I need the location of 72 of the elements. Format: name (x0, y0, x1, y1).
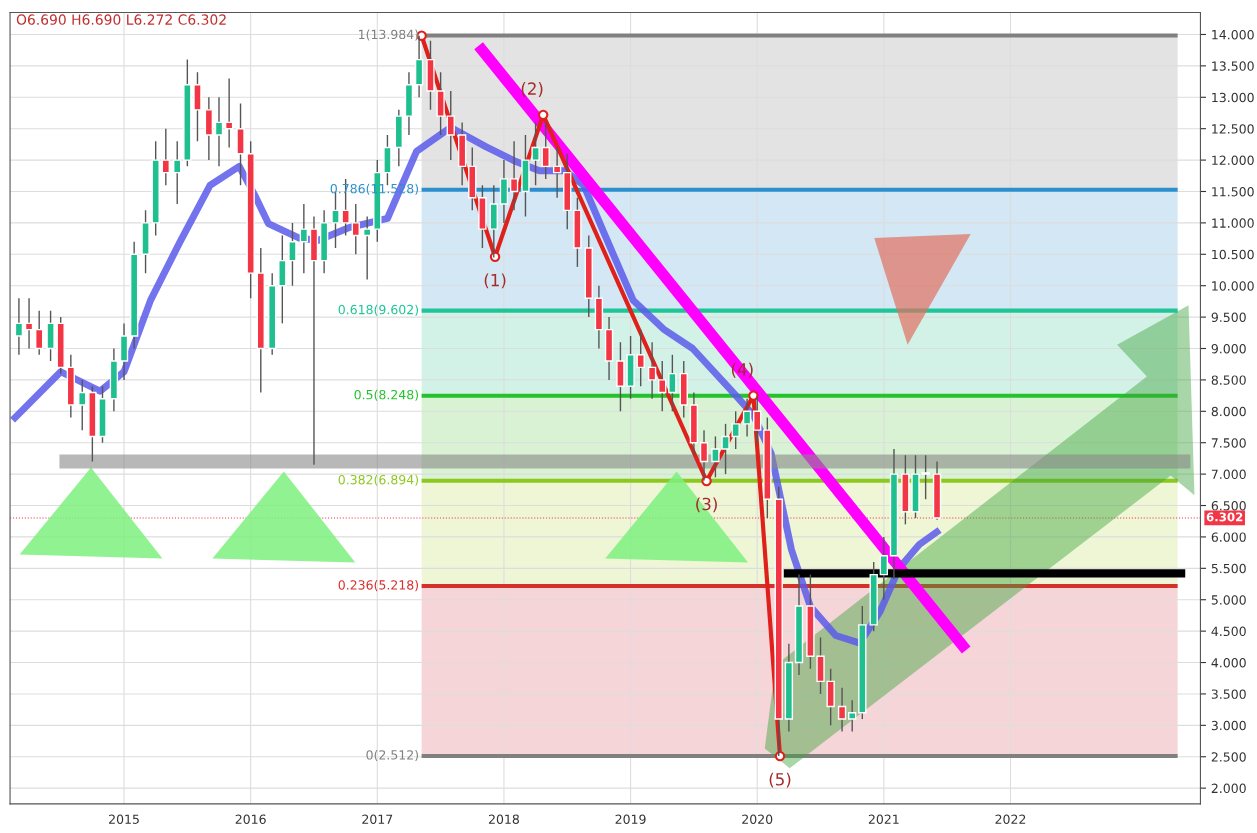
y-tick-label: 14.000 (1212, 29, 1254, 40)
candlestick (24, 297, 34, 350)
y-tick-label: 10.000 (1212, 281, 1254, 291)
candlestick (362, 215, 372, 281)
y-tick-label: 11.000 (1212, 218, 1254, 228)
y-tick-label: 3.500 (1211, 689, 1246, 699)
y-tick-label: 12.500 (1212, 124, 1254, 134)
candlestick (14, 297, 24, 356)
annotation: (5) (769, 772, 791, 788)
candlestick (161, 127, 170, 186)
candlestick (35, 310, 44, 356)
candlestick (699, 429, 709, 482)
ref-line-label: 0(2.512) (366, 749, 419, 762)
candlestick (731, 410, 740, 450)
y-tick-label: 10.500 (1212, 249, 1254, 260)
x-tick-label: 2017 (362, 814, 393, 824)
ref-line-label: 6.302 (1206, 512, 1243, 522)
ref-line-label: 0.236(5.218) (338, 580, 419, 592)
candlestick (78, 379, 87, 431)
candlestick (636, 328, 645, 387)
candlestick (224, 77, 234, 149)
point (701, 475, 712, 487)
y-tick-label: 6.000 (1211, 532, 1246, 542)
candlestick (879, 536, 889, 601)
candlestick (541, 121, 550, 180)
y-tick-label: 13.000 (1212, 92, 1254, 103)
ref-line-label: 0.5(8.248) (354, 389, 419, 401)
annotation: O6.690 H6.690 L6.272 C6.302 (16, 14, 226, 25)
y-tick-label: 13.500 (1212, 61, 1254, 71)
candlestick (658, 360, 667, 413)
y-tick-label: 2.000 (1211, 783, 1246, 794)
x-tick-label: 2019 (615, 814, 646, 824)
candlestick (509, 140, 519, 212)
x-tick-label: 2018 (488, 814, 519, 824)
candlestick (668, 354, 677, 413)
y-tick-label: 7.500 (1211, 438, 1246, 448)
candlestick (446, 90, 455, 161)
candlestick (299, 203, 309, 274)
y-tick-label: 4.000 (1211, 658, 1246, 668)
candlestick (837, 686, 847, 733)
y-tick-label: 12.000 (1212, 155, 1254, 166)
point (748, 390, 759, 401)
y-tick-label: 11.500 (1212, 186, 1254, 197)
point (774, 750, 786, 762)
candlestick (173, 140, 182, 205)
x-tick-label: 2015 (109, 814, 139, 824)
candlestick (214, 96, 224, 168)
ref-line-label: 0.382(6.894) (338, 474, 419, 486)
candlestick (552, 146, 562, 199)
annotation: (1) (484, 273, 506, 289)
candlestick (351, 203, 360, 255)
candlestick (742, 398, 752, 438)
candlestick (848, 699, 857, 733)
x-tick-label: 2021 (868, 814, 899, 824)
y-tick-label: 6.500 (1211, 500, 1246, 511)
x-tick-label: 2020 (742, 814, 773, 824)
y-tick-label: 2.500 (1211, 752, 1246, 762)
x-tick-label: 2022 (995, 814, 1026, 824)
y-tick-label: 5.500 (1211, 563, 1246, 574)
annotation: (3) (696, 497, 717, 513)
candlestick (647, 341, 657, 400)
y-tick-label: 4.500 (1211, 626, 1246, 637)
x-tick-label: 2016 (235, 814, 266, 824)
y-tick-label: 5.000 (1211, 595, 1246, 605)
annotation: (2) (521, 82, 543, 97)
ref-line-label: 0.618(9.602) (338, 304, 419, 316)
y-tick-label: 9.000 (1211, 343, 1246, 354)
y-tick-label: 8.500 (1211, 375, 1246, 385)
y-tick-label: 3.000 (1211, 720, 1246, 731)
y-tick-label: 8.000 (1211, 406, 1246, 417)
y-tick-label: 7.000 (1211, 469, 1246, 480)
y-tick-label: 9.500 (1211, 312, 1246, 323)
